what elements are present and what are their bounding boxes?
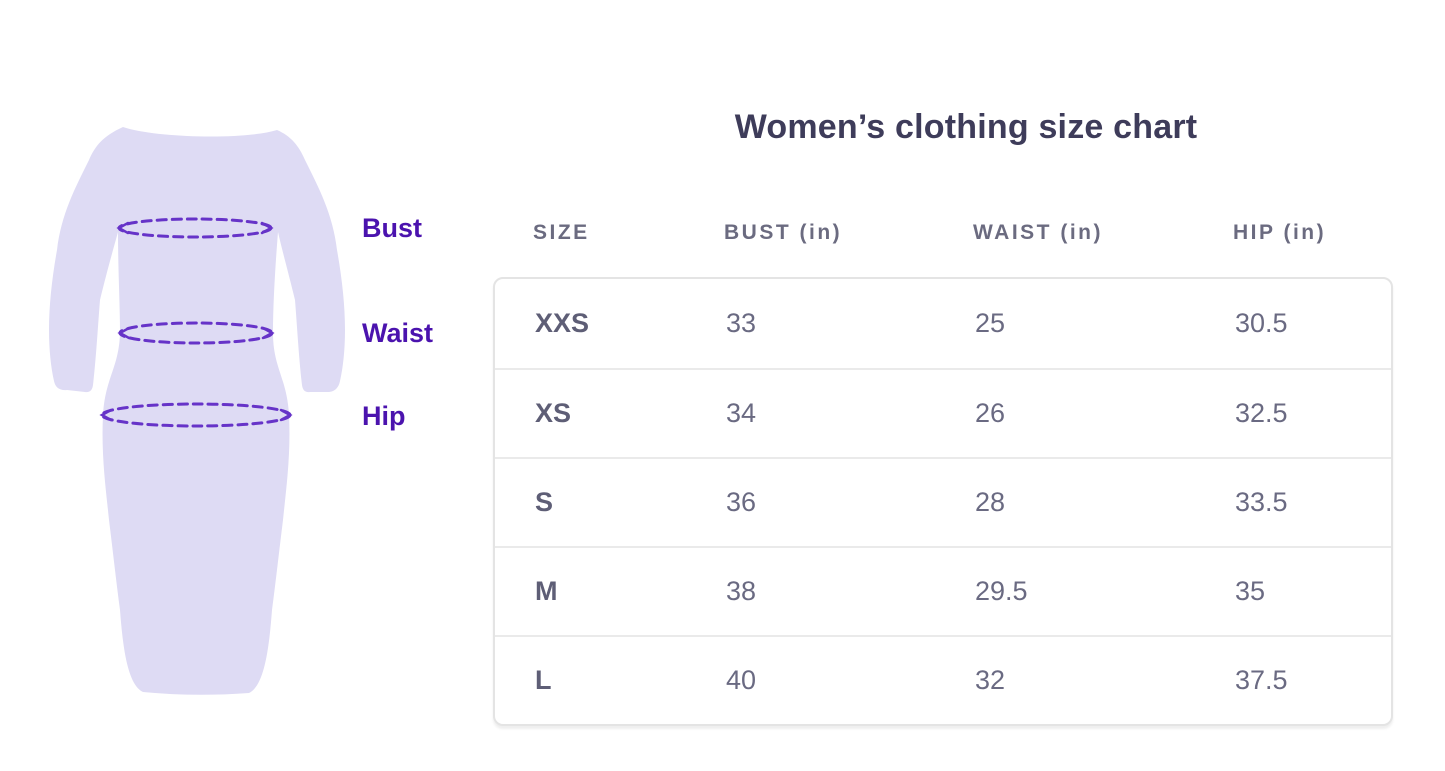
cell-bust: 34 (726, 398, 757, 428)
waist-label: Waist (362, 318, 434, 348)
waist-measure-ellipse (117, 321, 275, 345)
cell-waist: 32 (975, 665, 1006, 695)
cell-bust: 33 (726, 308, 757, 338)
cell-hip: 37.5 (1235, 665, 1288, 695)
cell-waist: 29.5 (975, 576, 1028, 606)
table-row: L 40 32 37.5 (495, 635, 1391, 724)
cell-size: S (535, 487, 554, 517)
table-row: XS 34 26 32.5 (495, 368, 1391, 457)
size-table: XXS 33 25 30.5 XS 34 26 32.5 S 36 28 33.… (493, 277, 1393, 726)
page-title: Women’s clothing size chart (734, 108, 1198, 146)
bust-label: Bust (362, 213, 422, 243)
cell-bust: 40 (726, 665, 757, 695)
cell-hip: 30.5 (1235, 308, 1288, 338)
hip-label: Hip (362, 401, 406, 431)
table-row: M 38 29.5 35 (495, 546, 1391, 635)
header-cell-waist: WAIST (in) (973, 221, 1103, 244)
bust-measure-ellipse (116, 217, 274, 239)
cell-size: L (535, 665, 552, 695)
cell-hip: 32.5 (1235, 398, 1288, 428)
header-cell-hip: HIP (in) (1233, 221, 1327, 244)
hip-measure-ellipse (99, 402, 293, 428)
header-cell-size: SIZE (533, 221, 590, 244)
table-header-row: SIZE BUST (in) WAIST (in) HIP (in) (493, 220, 1393, 246)
cell-size: XS (535, 398, 572, 428)
cell-hip: 35 (1235, 576, 1266, 606)
dress-silhouette (49, 127, 345, 695)
cell-waist: 25 (975, 308, 1006, 338)
table-row: XXS 33 25 30.5 (495, 279, 1391, 368)
cell-size: M (535, 576, 558, 606)
cell-hip: 33.5 (1235, 487, 1288, 517)
header-cell-bust: BUST (in) (724, 221, 843, 244)
table-row: S 36 28 33.5 (495, 457, 1391, 546)
cell-size: XXS (535, 308, 590, 338)
cell-waist: 28 (975, 487, 1006, 517)
cell-bust: 38 (726, 576, 757, 606)
cell-bust: 36 (726, 487, 757, 517)
dress-illustration (49, 127, 345, 695)
cell-waist: 26 (975, 398, 1006, 428)
